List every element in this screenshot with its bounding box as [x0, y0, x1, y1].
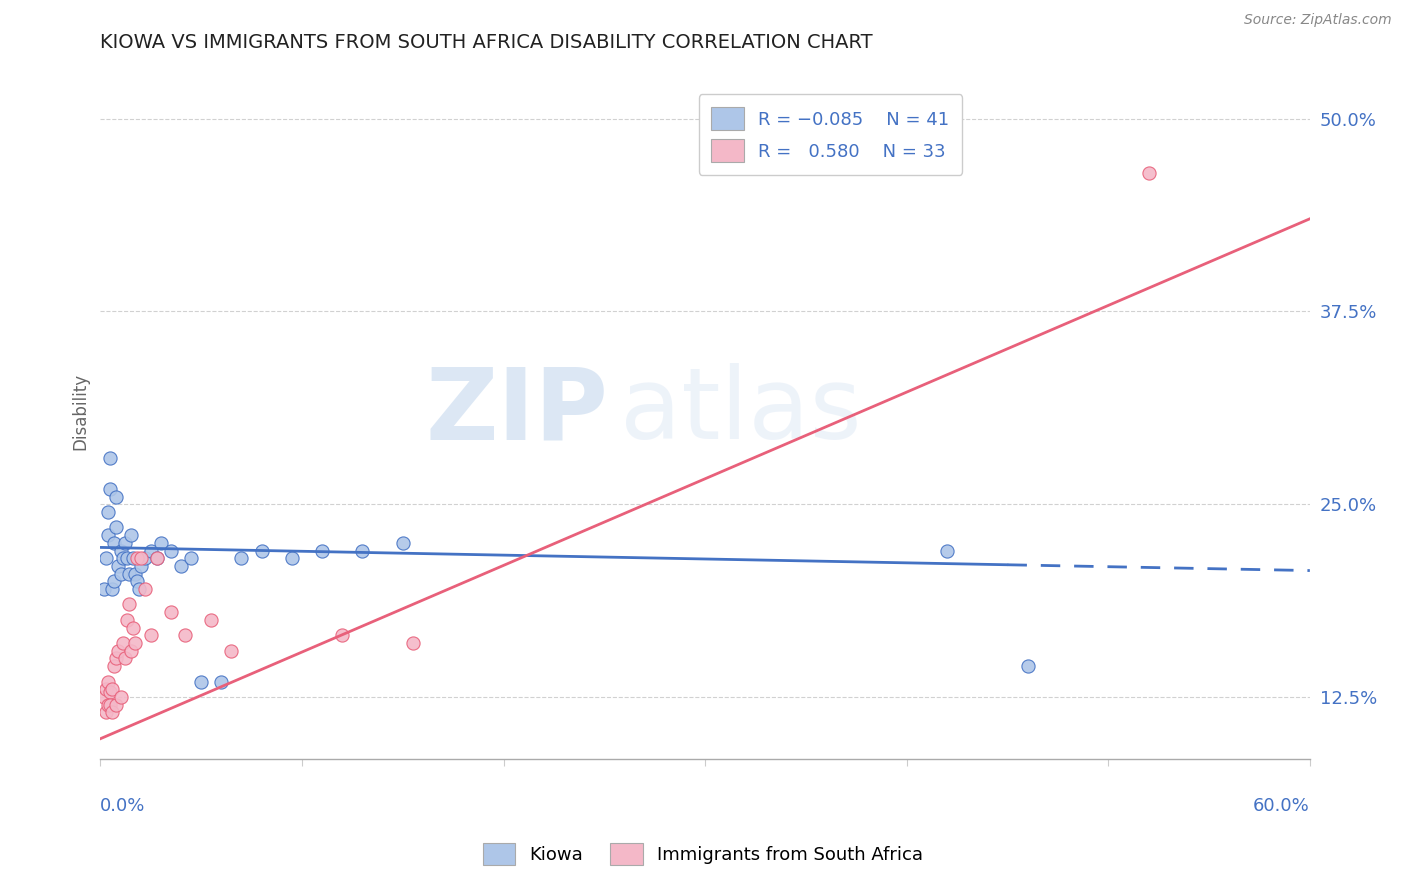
Point: [96, 706, 118, 720]
Point: [100, 450, 122, 465]
Point: [111, 636, 134, 650]
Point: [96, 682, 118, 697]
Point: [103, 536, 125, 550]
Point: [129, 551, 152, 566]
Point: [146, 551, 169, 566]
Point: [311, 543, 333, 558]
Point: [200, 613, 222, 627]
Point: [105, 520, 128, 534]
Point: [139, 628, 162, 642]
Point: [121, 621, 143, 635]
Point: [103, 659, 125, 673]
Point: [105, 698, 128, 712]
Point: [97, 528, 120, 542]
Point: [107, 644, 129, 658]
Point: [105, 490, 128, 504]
Text: 0.0%: 0.0%: [100, 797, 146, 815]
Point: [1017, 659, 1039, 673]
Point: [281, 551, 304, 566]
Point: [125, 551, 148, 566]
Point: [103, 574, 125, 589]
Point: [146, 551, 169, 566]
Point: [936, 543, 959, 558]
Point: [111, 551, 134, 566]
Point: [97, 674, 120, 689]
Point: [402, 636, 425, 650]
Point: [107, 558, 129, 573]
Point: [114, 651, 136, 665]
Point: [352, 543, 374, 558]
Legend: Kiowa, Immigrants from South Africa: Kiowa, Immigrants from South Africa: [474, 834, 932, 874]
Point: [100, 482, 122, 496]
Point: [330, 628, 353, 642]
Point: [93, 582, 115, 596]
Point: [120, 528, 142, 542]
Point: [97, 698, 120, 712]
Point: [101, 582, 124, 596]
Legend: R = −0.085    N = 41, R =   0.580    N = 33: R = −0.085 N = 41, R = 0.580 N = 33: [699, 95, 962, 175]
Point: [209, 674, 232, 689]
Point: [170, 558, 193, 573]
Point: [139, 543, 162, 558]
Point: [250, 543, 273, 558]
Point: [110, 543, 132, 558]
Point: [101, 706, 124, 720]
Point: [174, 628, 197, 642]
Point: [110, 690, 132, 704]
Point: [101, 682, 124, 697]
Point: [190, 674, 212, 689]
Point: [105, 651, 128, 665]
Point: [391, 536, 413, 550]
Point: [1137, 165, 1160, 179]
Text: ZIP: ZIP: [426, 363, 609, 460]
Point: [117, 598, 139, 612]
Point: [149, 536, 172, 550]
Point: [96, 551, 118, 566]
Point: [160, 543, 183, 558]
Point: [115, 613, 138, 627]
Point: [117, 566, 139, 581]
Point: [160, 605, 183, 619]
Point: [125, 574, 148, 589]
Text: 60.0%: 60.0%: [1253, 797, 1310, 815]
Point: [93, 690, 115, 704]
Text: atlas: atlas: [620, 363, 862, 460]
Point: [120, 644, 142, 658]
Text: KIOWA VS IMMIGRANTS FROM SOUTH AFRICA DISABILITY CORRELATION CHART: KIOWA VS IMMIGRANTS FROM SOUTH AFRICA DI…: [100, 33, 873, 52]
Point: [134, 551, 156, 566]
Point: [110, 566, 132, 581]
Text: Source: ZipAtlas.com: Source: ZipAtlas.com: [1244, 13, 1392, 28]
Point: [114, 536, 136, 550]
Point: [115, 551, 138, 566]
Point: [124, 636, 146, 650]
Point: [124, 566, 146, 581]
Y-axis label: Disability: Disability: [72, 373, 89, 450]
Point: [129, 558, 152, 573]
Point: [121, 551, 143, 566]
Point: [180, 551, 202, 566]
Point: [128, 582, 150, 596]
Point: [221, 644, 243, 658]
Point: [100, 698, 122, 712]
Point: [97, 505, 120, 519]
Point: [231, 551, 253, 566]
Point: [100, 685, 122, 699]
Point: [134, 582, 156, 596]
